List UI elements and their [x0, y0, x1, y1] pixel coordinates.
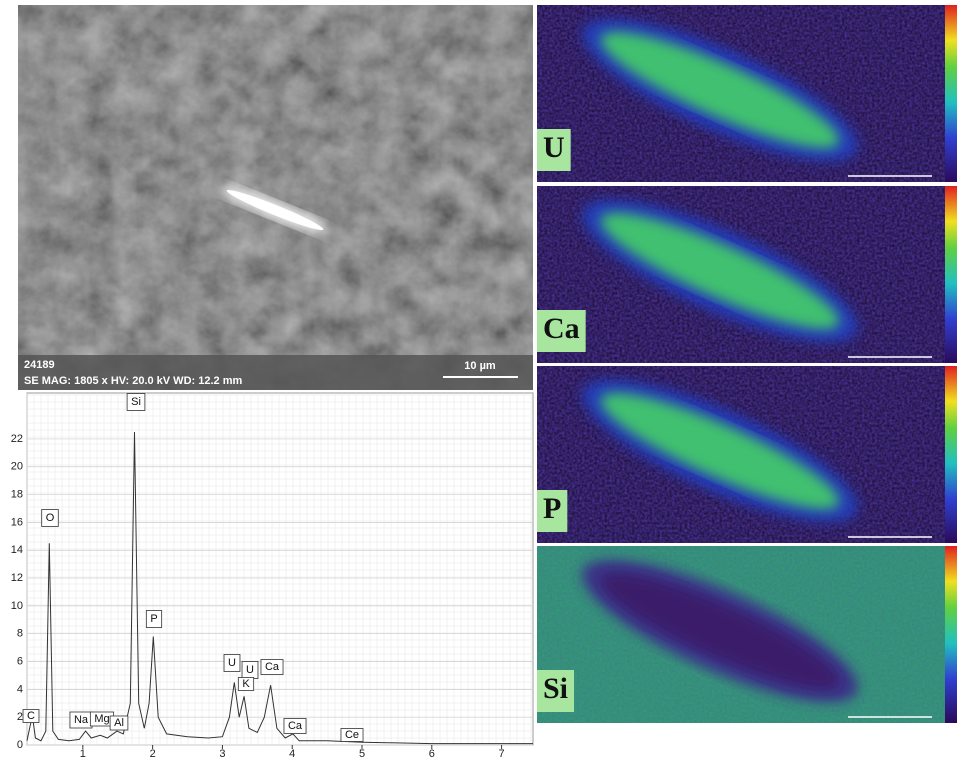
y-tick-label: 22: [11, 433, 23, 445]
peak-label: Na: [74, 714, 89, 726]
peak-label: U: [246, 664, 254, 676]
color-bar: [945, 546, 957, 723]
x-tick-label: 3: [219, 748, 225, 757]
peak-label: Ce: [345, 729, 359, 741]
figure: 24189 SE MAG: 1805 x HV: 20.0 kV WD: 12.…: [0, 0, 967, 757]
sem-scale: 10 µm: [464, 360, 496, 372]
peak-label: P: [150, 613, 157, 625]
x-tick-label: 2: [150, 748, 156, 757]
peak-label: Ca: [288, 720, 303, 732]
y-tick-label: 0: [17, 739, 23, 751]
y-tick-label: 20: [11, 461, 23, 473]
x-tick-label: 6: [429, 748, 435, 757]
y-tick-label: 4: [17, 683, 23, 695]
map-label: P: [543, 492, 561, 525]
element-map: U: [537, 0, 957, 188]
y-tick-label: 18: [11, 488, 23, 500]
peak-label: Ca: [265, 661, 280, 673]
sem-info: SE MAG: 1805 x HV: 20.0 kV WD: 12.2 mm: [24, 375, 242, 387]
peak-label: O: [46, 512, 55, 524]
y-tick-label: 12: [11, 572, 23, 584]
sem-id: 24189: [24, 359, 55, 371]
color-bar: [945, 186, 957, 363]
x-tick-label: 7: [499, 748, 505, 757]
peak-label: K: [242, 678, 250, 690]
peak-label: U: [228, 657, 236, 669]
peak-label: Mg: [94, 713, 109, 725]
y-tick-label: 10: [11, 600, 23, 612]
x-tick-label: 4: [289, 748, 295, 757]
plot-area: [27, 393, 533, 745]
y-tick-label: 14: [11, 544, 23, 556]
map-label: Ca: [543, 312, 580, 345]
element-map: Ca: [537, 173, 957, 368]
y-tick-label: 2: [17, 711, 23, 723]
map-label: Si: [543, 672, 568, 705]
y-tick-label: 8: [17, 628, 23, 640]
peak-label: C: [27, 710, 35, 722]
color-bar: [945, 366, 957, 543]
y-tick-label: 6: [17, 655, 23, 667]
element-map: Si: [537, 533, 957, 728]
x-tick-label: 5: [359, 748, 365, 757]
color-bar: [945, 5, 957, 182]
peak-label: Si: [131, 396, 141, 408]
y-tick-label: 16: [11, 516, 23, 528]
sem-image: 24189 SE MAG: 1805 x HV: 20.0 kV WD: 12.…: [18, 5, 533, 390]
x-tick-label: 1: [80, 748, 86, 757]
element-map: P: [537, 353, 957, 548]
peak-label: Al: [114, 717, 124, 729]
map-label: U: [543, 131, 565, 164]
